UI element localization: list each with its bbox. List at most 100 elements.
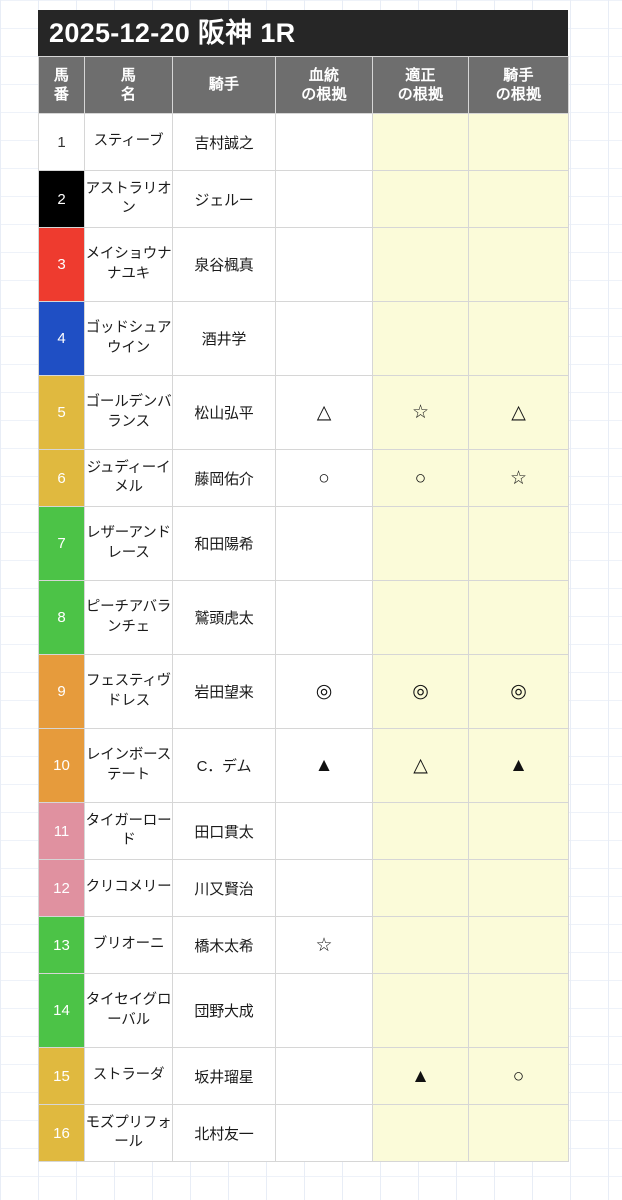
table-row[interactable]: 8 ピーチアバランチェ 鷲頭虎太 bbox=[38, 580, 569, 655]
horse-name-cell[interactable]: レザーアンドレース bbox=[84, 506, 173, 581]
horse-name-cell[interactable]: レインボーステート bbox=[84, 728, 173, 803]
jockey-name-cell[interactable]: 鷲頭虎太 bbox=[172, 580, 276, 655]
mark-cell-jky[interactable] bbox=[468, 113, 569, 171]
column-header-jockey[interactable]: 騎手 bbox=[172, 56, 276, 114]
table-row[interactable]: 3 メイショウナナユキ 泉谷楓真 bbox=[38, 227, 569, 302]
table-row[interactable]: 6 ジュディーイメル 藤岡佑介 ○ ○ ☆ bbox=[38, 449, 569, 507]
mark-cell-ped[interactable] bbox=[275, 973, 373, 1048]
mark-cell-jky[interactable] bbox=[468, 916, 569, 974]
mark-cell-apt[interactable]: ☆ bbox=[372, 375, 469, 450]
column-header-num[interactable]: 馬番 bbox=[38, 56, 85, 114]
horse-name-cell[interactable]: アストラリオン bbox=[84, 170, 173, 228]
jockey-name-cell[interactable]: 岩田望来 bbox=[172, 654, 276, 729]
mark-cell-apt[interactable]: ◎ bbox=[372, 654, 469, 729]
mark-cell-apt[interactable] bbox=[372, 113, 469, 171]
mark-cell-jky[interactable]: ☆ bbox=[468, 449, 569, 507]
horse-name-cell[interactable]: モズプリフォール bbox=[84, 1104, 173, 1162]
jockey-name-cell[interactable]: 松山弘平 bbox=[172, 375, 276, 450]
table-row[interactable]: 16 モズプリフォール 北村友一 bbox=[38, 1104, 569, 1162]
mark-cell-ped[interactable]: ▲ bbox=[275, 728, 373, 803]
mark-cell-jky[interactable] bbox=[468, 1104, 569, 1162]
jockey-name-cell[interactable]: 川又賢治 bbox=[172, 859, 276, 917]
horse-name-cell[interactable]: タイセイグローバル bbox=[84, 973, 173, 1048]
mark-cell-jky[interactable]: ◎ bbox=[468, 654, 569, 729]
horse-name-cell[interactable]: クリコメリー bbox=[84, 859, 173, 917]
mark-cell-apt[interactable] bbox=[372, 802, 469, 860]
mark-cell-apt[interactable]: ▲ bbox=[372, 1047, 469, 1105]
mark-cell-apt[interactable] bbox=[372, 170, 469, 228]
table-row[interactable]: 15 ストラーダ 坂井瑠星 ▲ ○ bbox=[38, 1047, 569, 1105]
mark-cell-ped[interactable] bbox=[275, 1047, 373, 1105]
mark-cell-ped[interactable] bbox=[275, 301, 373, 376]
jockey-name-cell[interactable]: 北村友一 bbox=[172, 1104, 276, 1162]
mark-cell-apt[interactable] bbox=[372, 580, 469, 655]
table-row[interactable]: 12 クリコメリー 川又賢治 bbox=[38, 859, 569, 917]
mark-cell-apt[interactable] bbox=[372, 859, 469, 917]
mark-cell-ped[interactable] bbox=[275, 227, 373, 302]
mark-cell-jky[interactable] bbox=[468, 973, 569, 1048]
horse-name-cell[interactable]: ピーチアバランチェ bbox=[84, 580, 173, 655]
jockey-name-cell[interactable]: 橋木太希 bbox=[172, 916, 276, 974]
mark-cell-jky[interactable] bbox=[468, 301, 569, 376]
mark-cell-ped[interactable] bbox=[275, 170, 373, 228]
table-row[interactable]: 10 レインボーステート C．デム ▲ △ ▲ bbox=[38, 728, 569, 803]
jockey-name-cell[interactable]: 酒井学 bbox=[172, 301, 276, 376]
jockey-name-cell[interactable]: 藤岡佑介 bbox=[172, 449, 276, 507]
jockey-name-cell[interactable]: 和田陽希 bbox=[172, 506, 276, 581]
horse-name-cell[interactable]: ゴッドシュアウイン bbox=[84, 301, 173, 376]
mark-cell-apt[interactable]: △ bbox=[372, 728, 469, 803]
jockey-name-cell[interactable]: ジェルー bbox=[172, 170, 276, 228]
mark-cell-apt[interactable] bbox=[372, 973, 469, 1048]
table-row[interactable]: 5 ゴールデンバランス 松山弘平 △ ☆ △ bbox=[38, 375, 569, 450]
jockey-name-cell[interactable]: C．デム bbox=[172, 728, 276, 803]
mark-cell-ped[interactable]: ◎ bbox=[275, 654, 373, 729]
jockey-name-cell[interactable]: 田口貫太 bbox=[172, 802, 276, 860]
mark-cell-jky[interactable] bbox=[468, 170, 569, 228]
jockey-name-cell[interactable]: 団野大成 bbox=[172, 973, 276, 1048]
jockey-name-cell[interactable]: 吉村誠之 bbox=[172, 113, 276, 171]
horse-name-cell[interactable]: ストラーダ bbox=[84, 1047, 173, 1105]
mark-cell-jky[interactable] bbox=[468, 227, 569, 302]
mark-cell-apt[interactable] bbox=[372, 506, 469, 581]
mark-cell-jky[interactable]: ○ bbox=[468, 1047, 569, 1105]
table-row[interactable]: 14 タイセイグローバル 団野大成 bbox=[38, 973, 569, 1048]
mark-cell-jky[interactable]: △ bbox=[468, 375, 569, 450]
table-row[interactable]: 13 ブリオーニ 橋木太希 ☆ bbox=[38, 916, 569, 974]
mark-cell-jky[interactable]: ▲ bbox=[468, 728, 569, 803]
table-row[interactable]: 7 レザーアンドレース 和田陽希 bbox=[38, 506, 569, 581]
mark-cell-ped[interactable] bbox=[275, 506, 373, 581]
mark-cell-apt[interactable] bbox=[372, 301, 469, 376]
column-header-jky[interactable]: 騎手 の根拠 bbox=[468, 56, 569, 114]
table-row[interactable]: 9 フェスティヴドレス 岩田望来 ◎ ◎ ◎ bbox=[38, 654, 569, 729]
mark-cell-ped[interactable]: ☆ bbox=[275, 916, 373, 974]
jockey-name-cell[interactable]: 坂井瑠星 bbox=[172, 1047, 276, 1105]
mark-cell-ped[interactable] bbox=[275, 113, 373, 171]
mark-cell-ped[interactable] bbox=[275, 802, 373, 860]
horse-name-cell[interactable]: タイガーロード bbox=[84, 802, 173, 860]
horse-name-cell[interactable]: ジュディーイメル bbox=[84, 449, 173, 507]
horse-name-cell[interactable]: ブリオーニ bbox=[84, 916, 173, 974]
mark-cell-jky[interactable] bbox=[468, 802, 569, 860]
table-row[interactable]: 4 ゴッドシュアウイン 酒井学 bbox=[38, 301, 569, 376]
mark-cell-ped[interactable] bbox=[275, 580, 373, 655]
mark-cell-ped[interactable] bbox=[275, 859, 373, 917]
mark-cell-ped[interactable]: ○ bbox=[275, 449, 373, 507]
mark-cell-jky[interactable] bbox=[468, 580, 569, 655]
horse-name-cell[interactable]: メイショウナナユキ bbox=[84, 227, 173, 302]
horse-name-cell[interactable]: スティーブ bbox=[84, 113, 173, 171]
column-header-apt[interactable]: 適正 の根拠 bbox=[372, 56, 469, 114]
jockey-name-cell[interactable]: 泉谷楓真 bbox=[172, 227, 276, 302]
column-header-name[interactable]: 馬名 bbox=[84, 56, 173, 114]
mark-cell-ped[interactable]: △ bbox=[275, 375, 373, 450]
mark-cell-jky[interactable] bbox=[468, 859, 569, 917]
mark-cell-apt[interactable]: ○ bbox=[372, 449, 469, 507]
column-header-ped[interactable]: 血統 の根拠 bbox=[275, 56, 373, 114]
horse-name-cell[interactable]: フェスティヴドレス bbox=[84, 654, 173, 729]
table-row[interactable]: 11 タイガーロード 田口貫太 bbox=[38, 802, 569, 860]
mark-cell-apt[interactable] bbox=[372, 1104, 469, 1162]
mark-cell-apt[interactable] bbox=[372, 227, 469, 302]
table-row[interactable]: 1 スティーブ 吉村誠之 bbox=[38, 113, 569, 171]
table-row[interactable]: 2 アストラリオン ジェルー bbox=[38, 170, 569, 228]
mark-cell-jky[interactable] bbox=[468, 506, 569, 581]
horse-name-cell[interactable]: ゴールデンバランス bbox=[84, 375, 173, 450]
